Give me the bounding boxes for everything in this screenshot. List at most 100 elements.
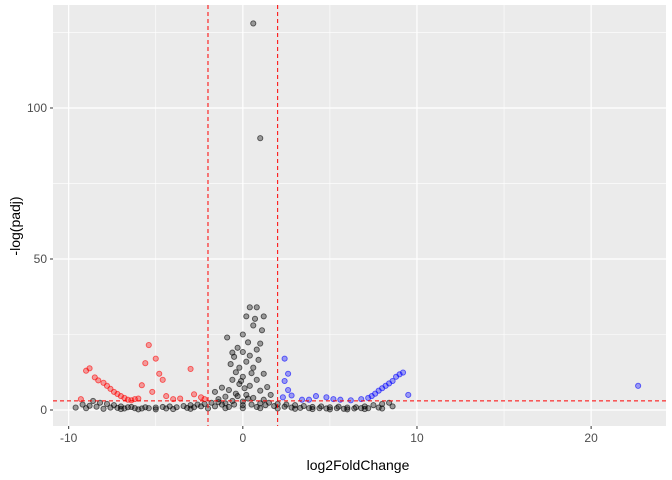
data-point <box>163 393 170 400</box>
data-point <box>152 355 159 362</box>
data-point <box>138 382 145 389</box>
x-tick-label: -10 <box>60 431 78 445</box>
data-point <box>236 380 243 388</box>
data-point <box>152 406 159 413</box>
data-point <box>128 403 135 411</box>
data-point <box>170 396 177 403</box>
data-point <box>297 404 304 411</box>
y-axis-title: -log(padj) <box>7 196 23 255</box>
data-point <box>201 396 208 403</box>
data-point <box>253 304 260 311</box>
data-point <box>156 370 163 377</box>
data-point <box>241 385 248 392</box>
data-point <box>246 304 253 311</box>
data-point <box>96 399 104 406</box>
data-point <box>244 395 252 402</box>
data-point <box>187 365 194 372</box>
data-point <box>340 405 347 412</box>
data-point <box>239 348 246 356</box>
data-point <box>208 399 215 406</box>
data-point <box>257 135 264 142</box>
data-point <box>191 391 198 398</box>
data-point <box>288 392 295 399</box>
data-point <box>239 331 246 338</box>
data-point <box>250 364 257 371</box>
data-point <box>142 360 149 367</box>
data-point <box>246 352 253 359</box>
data-point <box>279 394 286 401</box>
data-point <box>142 404 149 411</box>
data-point <box>145 342 152 349</box>
data-point <box>365 405 372 412</box>
data-point <box>246 382 253 389</box>
data-point <box>257 387 264 394</box>
data-point <box>251 315 259 322</box>
data-point <box>234 344 241 351</box>
data-point <box>236 364 243 371</box>
data-point <box>253 403 260 411</box>
data-point <box>260 370 267 377</box>
data-point <box>264 383 271 391</box>
data-point <box>351 405 358 412</box>
data-point <box>370 402 377 409</box>
threshold-lines <box>53 5 666 426</box>
data-point <box>399 369 407 376</box>
data-point <box>258 327 266 334</box>
data-point <box>250 322 257 329</box>
data-point <box>250 394 257 401</box>
x-axis-title: log2FoldChange <box>307 457 410 473</box>
data-point <box>232 369 239 376</box>
data-point <box>358 396 365 403</box>
y-axis: 0 50 100 <box>27 101 53 417</box>
data-point <box>312 393 320 400</box>
data-point <box>244 339 252 346</box>
data-point <box>184 404 191 411</box>
x-axis: -10 0 10 20 <box>60 426 598 445</box>
data-point <box>281 377 288 385</box>
data-point <box>77 396 84 403</box>
data-point <box>285 370 292 377</box>
x-tick-label: 10 <box>410 431 424 445</box>
data-point <box>250 20 257 27</box>
data-point <box>316 405 323 412</box>
data-point <box>218 401 225 408</box>
data-point <box>231 401 238 408</box>
data-point <box>135 406 142 413</box>
data-point <box>337 396 344 403</box>
data-points <box>72 20 642 413</box>
data-point <box>86 365 93 372</box>
data-point <box>281 355 288 362</box>
data-point <box>253 346 260 353</box>
data-point <box>635 382 642 389</box>
data-point <box>121 405 128 412</box>
data-point <box>347 397 354 404</box>
data-point <box>211 403 219 410</box>
data-point <box>389 403 396 410</box>
data-point <box>257 340 264 347</box>
data-point <box>239 405 246 412</box>
data-point <box>225 403 232 411</box>
data-point <box>222 393 229 400</box>
data-point <box>333 405 340 412</box>
data-point <box>262 402 269 409</box>
y-tick-label: 50 <box>34 252 48 266</box>
data-point <box>135 395 142 402</box>
data-point <box>298 396 306 403</box>
data-point <box>86 402 93 409</box>
data-point <box>260 313 267 320</box>
data-point <box>323 405 330 412</box>
data-point <box>248 401 255 408</box>
data-point <box>107 404 114 411</box>
data-point <box>243 313 250 320</box>
data-point <box>103 400 111 408</box>
data-point <box>330 396 337 403</box>
data-point <box>288 404 295 411</box>
data-point <box>281 403 288 410</box>
data-point <box>211 388 219 395</box>
x-tick-label: 20 <box>584 431 598 445</box>
data-point <box>114 404 121 411</box>
data-point <box>229 376 236 383</box>
data-point <box>405 391 412 398</box>
data-point <box>72 404 79 411</box>
